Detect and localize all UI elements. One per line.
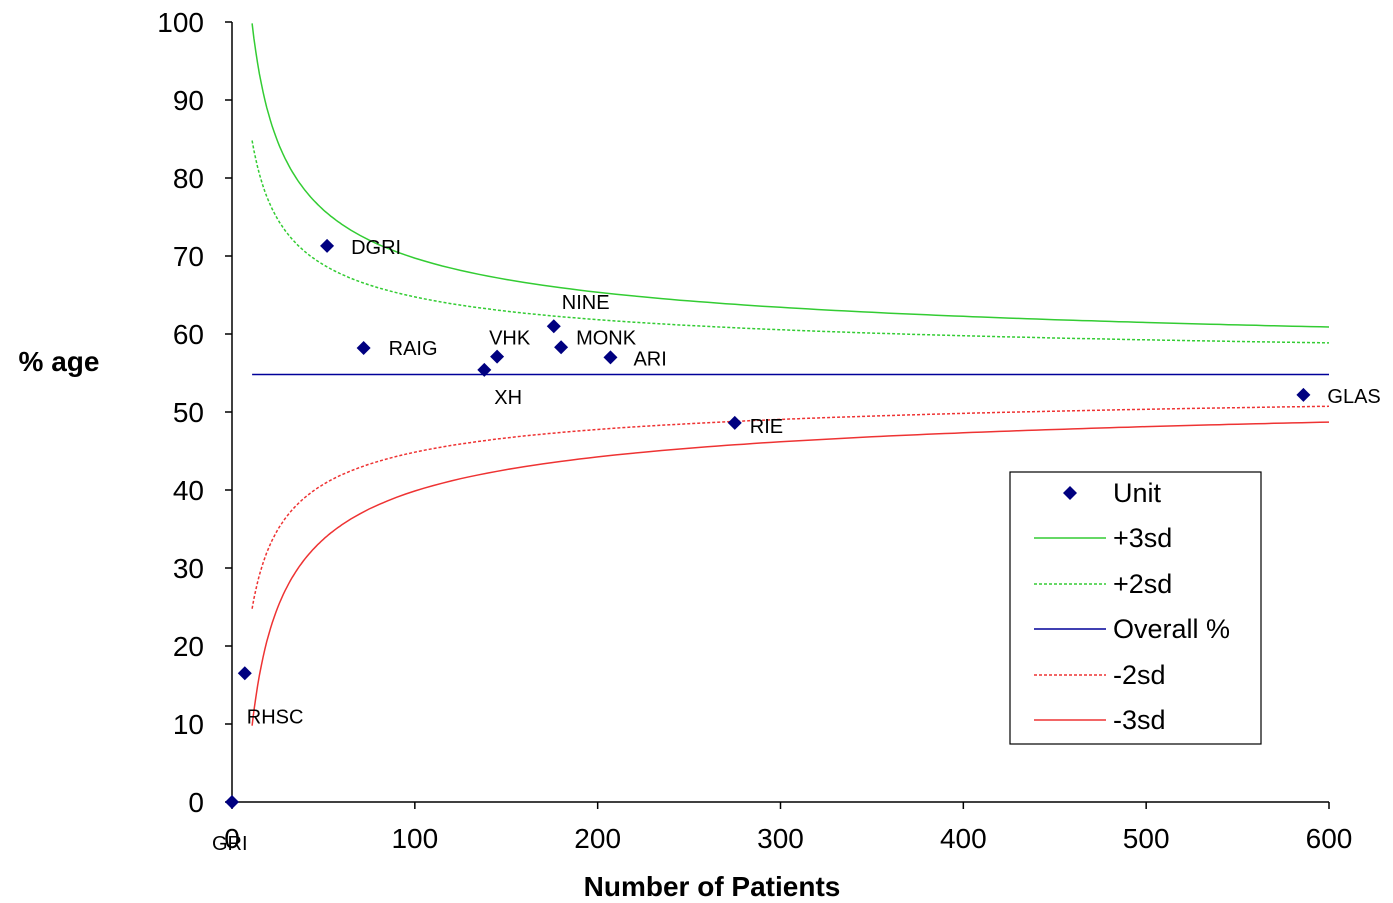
limit-line-minus2sd — [251, 405, 1330, 609]
y-tick-label: 0 — [188, 787, 204, 818]
y-tick-label: 90 — [173, 85, 204, 116]
y-tick-label: 30 — [173, 553, 204, 584]
x-tick-label: 600 — [1306, 823, 1353, 854]
unit-point-marker — [477, 362, 492, 377]
unit-point-label: ARI — [633, 348, 666, 370]
control-limit-lines — [251, 23, 1330, 726]
legend-item-minus2sd: -2sd — [1034, 660, 1166, 690]
x-tick-label: 0 — [224, 823, 240, 854]
legend-item-overall: Overall % — [1034, 614, 1230, 644]
unit-point-label: XH — [494, 387, 522, 409]
x-tick-label: 500 — [1123, 823, 1170, 854]
legend-box — [1009, 471, 1262, 745]
legend-unit-marker-icon — [1063, 486, 1077, 500]
unit-point-marker — [603, 350, 618, 365]
unit-point-marker — [237, 666, 252, 681]
unit-point-label: RAIG — [389, 338, 438, 360]
unit-point-marker — [356, 341, 371, 356]
legend-label-minus3sd: -3sd — [1113, 705, 1166, 735]
legend-label-overall: Overall % — [1113, 614, 1230, 644]
x-tick-label: 400 — [940, 823, 987, 854]
y-tick-label: 40 — [173, 475, 204, 506]
legend-label-plus3sd: +3sd — [1113, 523, 1172, 553]
unit-point-label: DGRI — [351, 237, 401, 259]
unit-points — [225, 238, 1311, 809]
legend-label-minus2sd: -2sd — [1113, 660, 1166, 690]
unit-point-marker — [727, 415, 742, 430]
unit-point-marker — [225, 795, 239, 809]
unit-point-marker — [1296, 387, 1311, 402]
x-tick-label: 300 — [757, 823, 804, 854]
legend-item-unit: Unit — [1063, 478, 1162, 508]
limit-line-minus3sd — [251, 421, 1330, 726]
legend-item-plus3sd: +3sd — [1034, 523, 1172, 553]
y-axis-ticks: 0 10 20 30 40 50 60 70 80 90 100 — [157, 7, 232, 818]
x-tick-label: 200 — [574, 823, 621, 854]
legend-label-plus2sd: +2sd — [1113, 569, 1172, 599]
unit-point-label: NINE — [562, 292, 610, 314]
y-tick-label: 20 — [173, 631, 204, 662]
unit-point-label: GRI — [212, 833, 248, 855]
y-tick-label: 70 — [173, 241, 204, 272]
y-tick-label: 50 — [173, 397, 204, 428]
y-tick-label: 80 — [173, 163, 204, 194]
limit-line-plus2sd — [251, 140, 1330, 344]
y-tick-label: 100 — [157, 7, 204, 38]
unit-point-label: RHSC — [247, 706, 304, 728]
unit-point-marker — [320, 238, 335, 253]
x-axis-title: Number of Patients — [584, 871, 841, 902]
limit-line-plus3sd — [251, 23, 1330, 328]
legend: Unit +3sd +2sd Overall % -2sd -3sd — [1009, 471, 1262, 745]
unit-point-marker — [490, 349, 505, 364]
x-axis-ticks: 0 100 200 300 400 500 600 — [224, 802, 1352, 854]
y-tick-label: 10 — [173, 709, 204, 740]
legend-label-unit: Unit — [1113, 478, 1162, 508]
unit-point-label: VHK — [489, 328, 531, 350]
unit-point-marker — [546, 319, 561, 334]
legend-item-plus2sd: +2sd — [1034, 569, 1172, 599]
unit-point-marker — [554, 340, 569, 355]
legend-item-minus3sd: -3sd — [1034, 705, 1166, 735]
unit-point-label: MONK — [576, 327, 637, 349]
y-axis-title: % age — [19, 346, 100, 377]
y-tick-label: 60 — [173, 319, 204, 350]
unit-point-label: RIE — [750, 416, 783, 438]
x-tick-label: 100 — [391, 823, 438, 854]
unit-point-label: GLAS — [1327, 386, 1380, 408]
